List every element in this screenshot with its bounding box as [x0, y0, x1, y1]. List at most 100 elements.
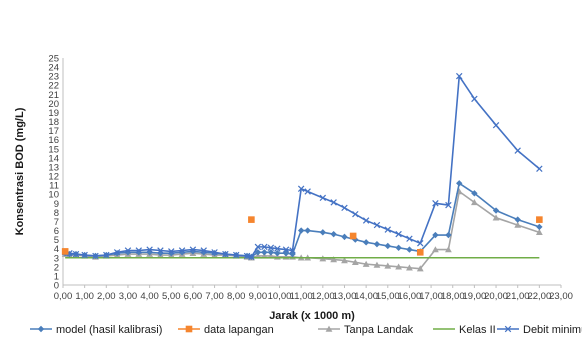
- y-tick-label: 13: [48, 162, 59, 173]
- x-tick-label: 19,00: [463, 291, 487, 302]
- data-point-tanpa-landak: [432, 246, 439, 253]
- y-tick-label: 0: [54, 281, 59, 292]
- x-tick-label: 22,00: [527, 291, 551, 302]
- data-point-model-hasil-kalibrasi: [492, 207, 500, 214]
- data-point-model-hasil-kalibrasi: [319, 229, 327, 236]
- data-point-model-hasil-kalibrasi: [471, 190, 478, 197]
- y-tick-label: 2: [54, 262, 59, 273]
- data-point-tanpa-landak: [406, 264, 413, 271]
- legend-item-debit-minimum: Debit minimum: [497, 324, 582, 336]
- y-tick-label: 5: [54, 235, 59, 246]
- data-point-debit-minimum: [248, 253, 255, 261]
- x-tick-label: 13,00: [333, 291, 357, 302]
- data-point-debit-minimum: [274, 245, 281, 252]
- legend-label: Tanpa Landak: [344, 324, 414, 336]
- legend: model (hasil kalibrasi) data lapangan Tanp…: [30, 324, 582, 336]
- data-point-debit-minimum: [72, 250, 80, 258]
- x-tick-label: 4,00: [140, 291, 159, 302]
- legend-marker: [504, 325, 512, 333]
- data-point-debit-minimum: [432, 200, 439, 207]
- y-tick-label: 22: [48, 81, 59, 92]
- data-point-model-hasil-kalibrasi: [384, 242, 391, 250]
- series-model-hasil-kalibrasi: [61, 180, 543, 261]
- data-point-debit-minimum: [103, 251, 110, 259]
- data-point-model-hasil-kalibrasi: [406, 246, 413, 253]
- data-point-tanpa-landak: [351, 258, 359, 266]
- data-point-data-lapangan: [536, 216, 543, 223]
- x-tick-label: 15,00: [376, 291, 400, 302]
- data-point-model-hasil-kalibrasi: [514, 216, 521, 223]
- data-point-tanpa-landak: [384, 262, 392, 269]
- legend-label: Kelas II: [459, 324, 496, 336]
- x-tick-label: 11,00: [290, 291, 313, 302]
- y-tick-label: 24: [48, 63, 59, 74]
- data-point-model-hasil-kalibrasi: [330, 230, 337, 238]
- data-point-debit-minimum: [341, 204, 348, 212]
- data-point-debit-minimum: [445, 201, 452, 209]
- data-point-debit-minimum: [146, 246, 153, 253]
- data-point-model-hasil-kalibrasi: [373, 240, 381, 248]
- data-point-tanpa-landak: [535, 228, 543, 236]
- y-tick-label: 18: [48, 117, 59, 128]
- data-point-data-lapangan: [416, 249, 424, 256]
- x-tick-label: 17,00: [419, 291, 443, 302]
- legend-item-tanpa-landak: Tanpa Landak: [318, 324, 414, 336]
- y-tick-label: 17: [48, 126, 59, 137]
- data-point-model-hasil-kalibrasi: [274, 250, 281, 257]
- data-point-debit-minimum: [178, 247, 186, 254]
- data-point-model-hasil-kalibrasi: [432, 231, 439, 239]
- y-tick-label: 20: [48, 99, 59, 110]
- data-point-data-lapangan: [349, 232, 357, 240]
- legend-item-data-lapangan: data lapangan: [178, 324, 274, 336]
- x-tick-label: 9,00: [249, 291, 268, 302]
- x-tick-label: 5,00: [162, 291, 181, 302]
- y-tick-label: 16: [48, 135, 59, 146]
- data-point-debit-minimum: [282, 246, 290, 253]
- legend-marker: [325, 325, 333, 332]
- y-axis-title: Konsentrasi BOD (mg/L): [14, 107, 26, 235]
- x-tick-label: 21,00: [506, 291, 530, 302]
- data-point-debit-minimum: [289, 247, 296, 254]
- data-point-debit-minimum: [406, 235, 413, 242]
- data-point-debit-minimum: [297, 185, 305, 192]
- y-tick-label: 14: [48, 153, 59, 164]
- data-point-debit-minimum: [471, 95, 478, 103]
- data-point-debit-minimum: [304, 188, 311, 195]
- x-tick-label: 12,00: [311, 291, 335, 302]
- y-tick-label: 10: [48, 190, 59, 201]
- data-point-model-hasil-kalibrasi: [304, 227, 311, 234]
- legend-item-kelas-ii: Kelas II: [433, 324, 496, 336]
- legend-label: model (hasil kalibrasi): [56, 324, 162, 336]
- data-point-debit-minimum: [157, 247, 164, 254]
- x-tick-label: 1,00: [75, 291, 94, 302]
- x-tick-label: 20,00: [484, 291, 508, 302]
- series-data-lapangan: [61, 216, 543, 256]
- y-tick-label: 6: [54, 226, 59, 237]
- x-tick-label: 7,00: [205, 291, 224, 302]
- data-point-debit-minimum: [373, 221, 381, 229]
- data-point-tanpa-landak: [514, 221, 522, 228]
- data-point-debit-minimum: [189, 246, 197, 253]
- data-point-data-lapangan: [248, 216, 255, 223]
- data-point-debit-minimum: [352, 210, 359, 218]
- data-point-tanpa-landak: [341, 257, 348, 264]
- data-point-debit-minimum: [232, 251, 240, 259]
- data-point-tanpa-landak: [445, 246, 452, 253]
- axes: [62, 58, 562, 288]
- data-point-debit-minimum: [395, 230, 402, 238]
- y-tick-label: 7: [54, 217, 59, 228]
- data-point-debit-minimum: [200, 247, 207, 254]
- y-tick-label: 21: [48, 90, 59, 101]
- x-tick-label: 23,00: [549, 291, 573, 302]
- data-point-debit-minimum: [113, 249, 121, 256]
- data-point-model-hasil-kalibrasi: [445, 231, 452, 239]
- data-point-debit-minimum: [536, 165, 543, 173]
- data-point-debit-minimum: [261, 243, 268, 251]
- data-point-debit-minimum: [362, 217, 370, 224]
- legend-label: Debit minimum: [523, 324, 582, 336]
- y-tick-label: 1: [54, 271, 59, 282]
- legend-marker: [37, 325, 45, 333]
- data-point-model-hasil-kalibrasi: [362, 239, 370, 246]
